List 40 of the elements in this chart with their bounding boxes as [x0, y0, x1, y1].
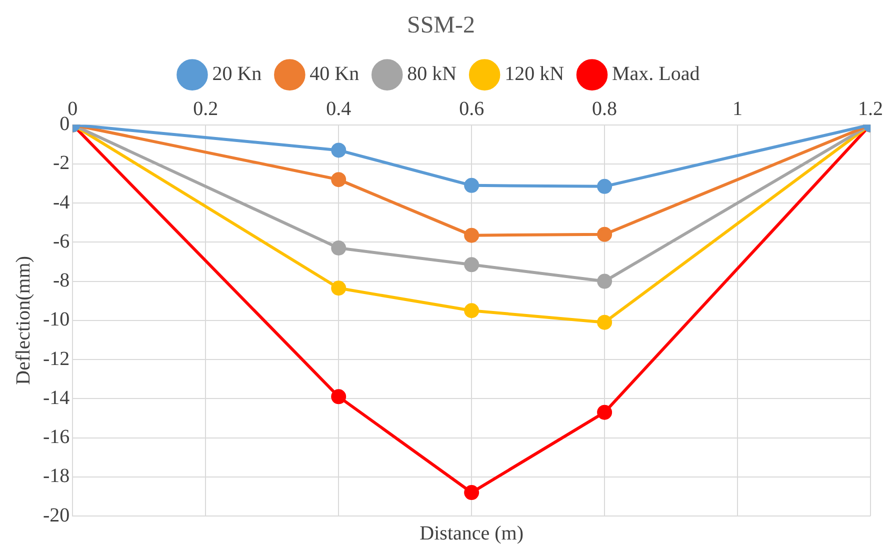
point	[597, 274, 612, 289]
y-tick-label: -10	[42, 308, 70, 331]
y-tick-label: -14	[42, 386, 70, 409]
point	[597, 178, 612, 194]
y-axis-title: Deflection(mm)	[12, 256, 34, 385]
y-tick-label: 0	[60, 113, 70, 136]
point	[331, 142, 346, 158]
y-tick-label: -20	[42, 504, 70, 526]
point	[464, 178, 480, 193]
point	[597, 226, 612, 242]
y-tick-label: -6	[52, 230, 70, 252]
point	[464, 485, 480, 500]
y-tick-label: -8	[52, 270, 70, 292]
point	[597, 404, 612, 420]
x-tick-label: 0.6	[459, 98, 484, 120]
point	[597, 314, 612, 330]
x-tick-label: 0.8	[592, 98, 618, 120]
x-tick-label: 1	[732, 98, 743, 120]
point	[331, 389, 346, 404]
x-axis-title: Distance (m)	[420, 522, 524, 544]
y-tick-label: -12	[42, 348, 70, 370]
point	[464, 228, 480, 243]
legend-label: 40 Kn	[310, 63, 360, 86]
chart-title: SSM-2	[406, 12, 476, 39]
point	[331, 172, 346, 188]
legend-label: 20 Kn	[212, 63, 262, 86]
legend-label: 120 kN	[504, 63, 564, 86]
x-tick-label: 0.4	[326, 98, 352, 120]
point	[464, 303, 480, 318]
point	[331, 240, 346, 256]
y-tick-label: -4	[52, 191, 70, 214]
x-tick-label: 1.2	[858, 98, 883, 120]
point	[464, 257, 480, 272]
legend-label: Max. Load	[612, 63, 700, 86]
point	[331, 280, 346, 296]
legend-label: 80 kN	[407, 63, 457, 86]
y-tick-label: -18	[42, 465, 70, 488]
y-tick-label: -16	[42, 426, 70, 448]
x-tick-label: 0.2	[193, 98, 218, 120]
y-tick-label: -2	[52, 152, 70, 174]
